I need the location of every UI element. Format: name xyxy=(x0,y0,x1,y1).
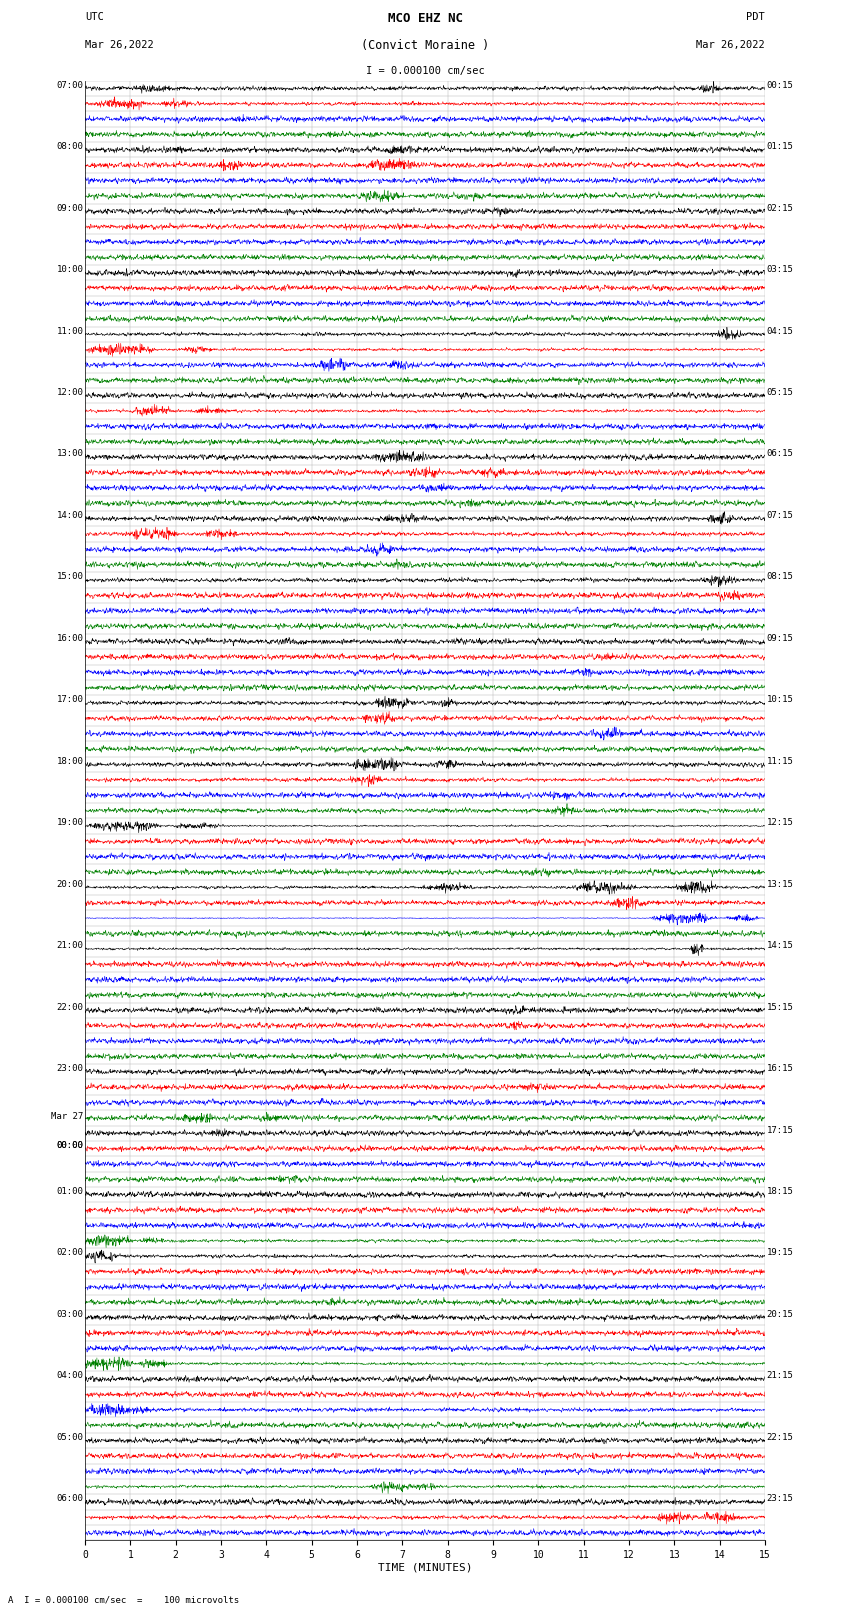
X-axis label: TIME (MINUTES): TIME (MINUTES) xyxy=(377,1563,473,1573)
Text: 08:15: 08:15 xyxy=(767,573,793,581)
Text: I = 0.000100 cm/sec: I = 0.000100 cm/sec xyxy=(366,66,484,76)
Text: 03:00: 03:00 xyxy=(57,1310,83,1319)
Text: 00:15: 00:15 xyxy=(767,81,793,90)
Text: 18:15: 18:15 xyxy=(767,1187,793,1195)
Text: 08:00: 08:00 xyxy=(57,142,83,152)
Text: 04:00: 04:00 xyxy=(57,1371,83,1381)
Text: 15:00: 15:00 xyxy=(57,573,83,581)
Text: MCO EHZ NC: MCO EHZ NC xyxy=(388,11,462,26)
Text: 05:15: 05:15 xyxy=(767,389,793,397)
Text: 21:00: 21:00 xyxy=(57,940,83,950)
Text: 09:15: 09:15 xyxy=(767,634,793,644)
Text: 20:00: 20:00 xyxy=(57,879,83,889)
Text: 23:00: 23:00 xyxy=(57,1065,83,1073)
Text: 15:15: 15:15 xyxy=(767,1003,793,1011)
Text: 19:00: 19:00 xyxy=(57,818,83,827)
Text: UTC: UTC xyxy=(85,11,104,23)
Text: 12:15: 12:15 xyxy=(767,818,793,827)
Text: 07:00: 07:00 xyxy=(57,81,83,90)
Text: 09:00: 09:00 xyxy=(57,203,83,213)
Text: 16:00: 16:00 xyxy=(57,634,83,644)
Text: 10:15: 10:15 xyxy=(767,695,793,705)
Text: 01:00: 01:00 xyxy=(57,1187,83,1195)
Text: 21:15: 21:15 xyxy=(767,1371,793,1381)
Text: (Convict Moraine ): (Convict Moraine ) xyxy=(361,39,489,52)
Text: 12:00: 12:00 xyxy=(57,389,83,397)
Text: 01:15: 01:15 xyxy=(767,142,793,152)
Text: 20:15: 20:15 xyxy=(767,1310,793,1319)
Text: 13:00: 13:00 xyxy=(57,450,83,458)
Text: 22:00: 22:00 xyxy=(57,1003,83,1011)
Text: 22:15: 22:15 xyxy=(767,1432,793,1442)
Text: 14:00: 14:00 xyxy=(57,511,83,519)
Text: 17:15: 17:15 xyxy=(767,1126,793,1134)
Text: 11:00: 11:00 xyxy=(57,326,83,336)
Text: 17:00: 17:00 xyxy=(57,695,83,705)
Text: Mar 27: Mar 27 xyxy=(51,1111,83,1121)
Text: 13:15: 13:15 xyxy=(767,879,793,889)
Text: 06:00: 06:00 xyxy=(57,1494,83,1503)
Text: 23:15: 23:15 xyxy=(767,1494,793,1503)
Text: 11:15: 11:15 xyxy=(767,756,793,766)
Text: 00:00: 00:00 xyxy=(57,1140,83,1150)
Text: Mar 26,2022: Mar 26,2022 xyxy=(696,40,765,50)
Text: 04:15: 04:15 xyxy=(767,326,793,336)
Text: 10:00: 10:00 xyxy=(57,265,83,274)
Text: 05:00: 05:00 xyxy=(57,1432,83,1442)
Text: 00:00: 00:00 xyxy=(57,1140,83,1150)
Text: PDT: PDT xyxy=(746,11,765,23)
Text: A  I = 0.000100 cm/sec  =    100 microvolts: A I = 0.000100 cm/sec = 100 microvolts xyxy=(8,1595,240,1605)
Text: 02:00: 02:00 xyxy=(57,1248,83,1258)
Text: 02:15: 02:15 xyxy=(767,203,793,213)
Text: 03:15: 03:15 xyxy=(767,265,793,274)
Text: 06:15: 06:15 xyxy=(767,450,793,458)
Text: 14:15: 14:15 xyxy=(767,940,793,950)
Text: 19:15: 19:15 xyxy=(767,1248,793,1258)
Text: 16:15: 16:15 xyxy=(767,1065,793,1073)
Text: 18:00: 18:00 xyxy=(57,756,83,766)
Text: Mar 26,2022: Mar 26,2022 xyxy=(85,40,154,50)
Text: 07:15: 07:15 xyxy=(767,511,793,519)
